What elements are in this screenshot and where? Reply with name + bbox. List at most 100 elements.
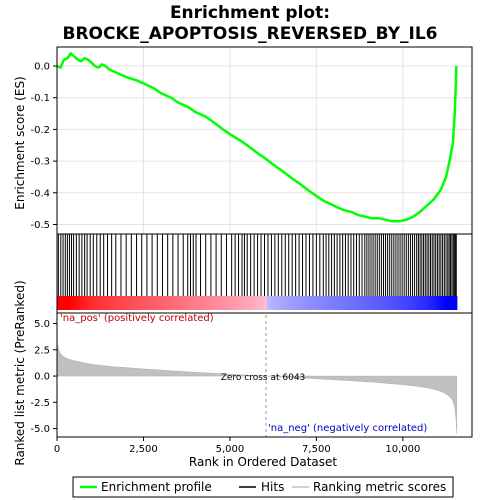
heat-strip-cell — [220, 296, 225, 310]
heat-strip-cell — [126, 296, 131, 310]
heat-strip-cell — [183, 296, 188, 310]
heat-strip-cell — [360, 296, 365, 310]
heat-strip-cell — [273, 296, 278, 310]
heat-strip-cell — [346, 296, 351, 310]
heat-strip-cell — [440, 296, 445, 310]
heat-strip-cell — [76, 296, 81, 310]
heat-strip-cell — [143, 296, 148, 310]
heat-strip-cell — [320, 296, 325, 310]
heat-strip-cell — [330, 296, 335, 310]
heat-strip-cell — [300, 296, 305, 310]
heat-strip-cell — [180, 296, 185, 310]
heat-strip-cell — [190, 296, 195, 310]
heat-strip-cell — [306, 296, 311, 310]
heat-strip-cell — [230, 296, 235, 310]
heat-strip-cell — [270, 296, 275, 310]
heat-strip-cell — [390, 296, 395, 310]
ranking-heatmap-strip — [57, 296, 458, 310]
legend-ranking-label: Ranking metric scores — [313, 480, 446, 494]
heat-strip-cell — [226, 296, 231, 310]
heat-strip-cell — [296, 296, 301, 310]
heat-strip-cell — [336, 296, 341, 310]
heat-strip-cell — [380, 296, 385, 310]
heat-strip-cell — [386, 296, 391, 310]
enrichment-y-tick-label: -0.1 — [30, 93, 50, 104]
enrichment-y-tick-label: -0.5 — [30, 220, 50, 231]
heat-strip-cell — [350, 296, 355, 310]
chart-title-line-2: BROCKE_APOPTOSIS_REVERSED_BY_IL6 — [62, 24, 437, 44]
heat-strip-cell — [343, 296, 348, 310]
heat-strip-cell — [236, 296, 241, 310]
heat-strip-cell — [310, 296, 315, 310]
x-tick-label: 5,000 — [216, 444, 245, 455]
ranking-y-axis-label: Ranked list metric (PreRanked) — [13, 280, 27, 465]
heat-strip-cell — [366, 296, 371, 310]
heat-strip-cell — [150, 296, 155, 310]
heat-strip-cell — [66, 296, 71, 310]
heat-strip-cell — [303, 296, 308, 310]
enrichment-y-ticks: 0.0 -0.1 -0.2 -0.3 -0.4 -0.5 — [30, 62, 57, 231]
heat-strip-cell — [63, 296, 68, 310]
x-tick-label: 2,500 — [129, 444, 158, 455]
hit-lines — [57, 234, 457, 296]
heat-strip-cell — [103, 296, 108, 310]
enrichment-y-tick-label: -0.4 — [30, 188, 50, 199]
heat-strip-cell — [200, 296, 205, 310]
ranking-y-tick-label: 0.0 — [34, 372, 50, 383]
heat-strip-cell — [283, 296, 288, 310]
heat-strip-cell — [240, 296, 245, 310]
enrichment-y-tick-label: -0.3 — [30, 157, 50, 168]
heat-strip-cell — [243, 296, 248, 310]
heat-strip-cell — [133, 296, 138, 310]
heat-strip-cell — [130, 296, 135, 310]
heat-strip-cell — [370, 296, 375, 310]
chart-title-line-1: Enrichment plot: — [170, 3, 330, 23]
heat-strip-cell — [403, 296, 408, 310]
heat-strip-cell — [393, 296, 398, 310]
heat-strip-cell — [416, 296, 421, 310]
ranking-metric-area — [56, 340, 458, 434]
heat-strip-cell — [326, 296, 331, 310]
enrichment-score-panel: 0.0 -0.1 -0.2 -0.3 -0.4 -0.5 — [30, 46, 473, 235]
heat-strip-cell — [116, 296, 121, 310]
zero-cross-label: Zero cross at 6043 — [221, 373, 306, 383]
heat-strip-cell — [423, 296, 428, 310]
heat-strip-cell — [253, 296, 258, 310]
heat-strip-cell — [400, 296, 405, 310]
x-axis-label: Rank in Ordered Dataset — [189, 455, 337, 469]
hits-panel — [56, 233, 473, 314]
ranking-y-tick-label: 5.0 — [34, 319, 50, 330]
enrichment-profile-line — [56, 52, 458, 223]
heat-strip-cell — [266, 296, 271, 310]
enrichment-grid — [56, 47, 472, 234]
heat-strip-cell — [166, 296, 171, 310]
heat-strip-cell — [83, 296, 88, 310]
heat-strip-cell — [173, 296, 178, 310]
heat-strip-cell — [206, 296, 211, 310]
heat-strip-cell — [80, 296, 85, 310]
heat-strip-cell — [383, 296, 388, 310]
heat-strip-cell — [410, 296, 415, 310]
heat-strip-cell — [316, 296, 321, 310]
heat-strip-cell — [426, 296, 431, 310]
heat-strip-cell — [430, 296, 435, 310]
heat-strip-cell — [106, 296, 111, 310]
heat-strip-cell — [136, 296, 141, 310]
heat-strip-cell — [216, 296, 221, 310]
heat-strip-cell — [376, 296, 381, 310]
heat-strip-cell — [436, 296, 441, 310]
ranking-y-ticks: 5.0 2.5 0.0 -2.5 -5.0 — [30, 319, 57, 435]
heat-strip-cell — [233, 296, 238, 310]
heat-strip-cell — [406, 296, 411, 310]
heat-strip-cell — [256, 296, 261, 310]
heat-strip-cell — [420, 296, 425, 310]
heat-strip-cell — [153, 296, 158, 310]
heat-strip-cell — [223, 296, 228, 310]
heat-strip-cell — [70, 296, 75, 310]
heat-strip-cell — [353, 296, 358, 310]
heat-strip-cell — [57, 296, 61, 310]
heat-strip-cell — [210, 296, 215, 310]
heat-strip-cell — [140, 296, 145, 310]
ranking-y-tick-label: -5.0 — [30, 424, 50, 435]
heat-strip-cell — [356, 296, 361, 310]
